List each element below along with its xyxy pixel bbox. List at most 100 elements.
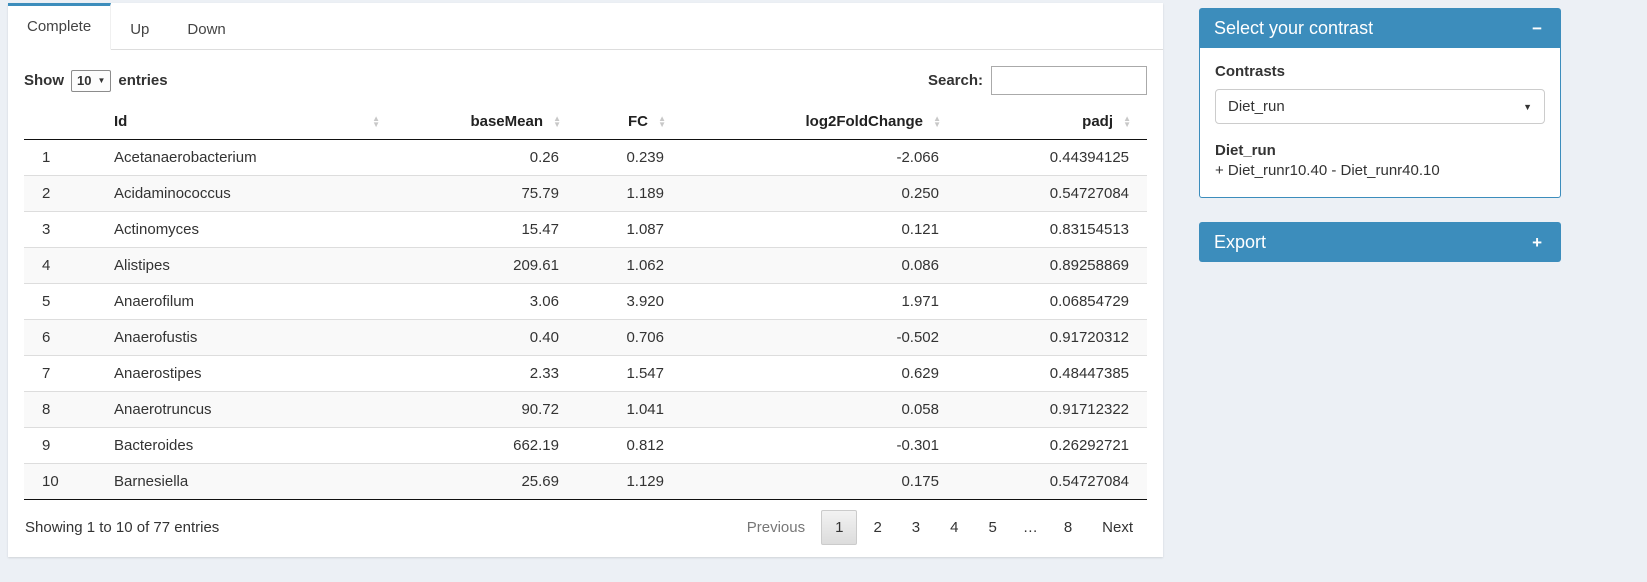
sort-icon: ▲ ▼ [933,114,941,129]
tab[interactable]: Down [187,21,226,38]
log2foldchange-cell: 0.058 [901,401,939,418]
pagination: Previous 1 2 3 4 5 … 8 Next [731,510,1147,545]
row-index-cell: 7 [42,365,51,382]
padj-cell: 0.44394125 [1049,149,1129,166]
log2foldchange-cell: 0.175 [901,473,939,490]
pagination-button[interactable]: 2 [873,519,882,536]
sort-icon: ▲ ▼ [553,114,561,129]
log2foldchange-cell: -2.066 [896,149,939,166]
table-row[interactable]: 3 Actinomyces 15.47 1.087 0.121 0.831545… [24,212,1147,248]
fc-cell: 0.812 [626,437,664,454]
results-panel: Complete Up Down Show 10 ▼ entries Searc… [8,3,1163,557]
padj-cell: 0.91712322 [1049,401,1129,418]
table-row[interactable]: 7 Anaerostipes 2.33 1.547 0.629 0.484473… [24,356,1147,392]
row-index-cell: 8 [42,401,51,418]
fc-cell: 1.547 [626,365,664,382]
log2foldchange-cell: -0.502 [896,329,939,346]
log2foldchange-cell: 0.121 [901,221,939,238]
contrast-box-body: Contrasts Diet_run ▼ Diet_run + Diet_run… [1199,48,1561,198]
page-length-control: Show 10 ▼ entries [24,69,168,92]
sidebar-right: Select your contrast − Contrasts Diet_ru… [1199,8,1561,286]
export-box: Export + [1199,222,1561,262]
page-length-value: 10 [77,73,92,88]
id-cell: Barnesiella [114,473,189,490]
table-row[interactable]: 1 Acetanaerobacterium 0.26 0.239 -2.066 … [24,140,1147,176]
column-header-padj[interactable]: padj ▲ ▼ [957,105,1147,140]
tab[interactable]: Complete [8,3,112,50]
padj-cell: 0.83154513 [1049,221,1129,238]
search-input[interactable] [991,66,1147,95]
fc-cell: 1.062 [626,257,664,274]
expand-plus-icon[interactable]: + [1532,232,1542,252]
table-row[interactable]: 10 Barnesiella 25.69 1.129 0.175 0.54727… [24,463,1147,500]
padj-cell: 0.91720312 [1049,329,1129,346]
contrast-select[interactable]: Diet_run ▼ [1215,89,1545,124]
contrast-formula: + Diet_runr10.40 - Diet_runr40.10 [1215,162,1440,179]
export-box-header: Export + [1199,222,1561,262]
caret-down-icon: ▼ [97,76,106,85]
padj-cell: 0.48447385 [1049,365,1129,382]
log2foldchange-cell: 1.971 [901,293,939,310]
column-header-log2foldchange[interactable]: log2FoldChange ▲ ▼ [682,105,957,140]
sort-icon: ▲ ▼ [1123,114,1131,129]
pagination-button[interactable]: 8 [1063,519,1073,536]
id-cell: Actinomyces [114,221,200,238]
pagination-button[interactable]: 4 [950,519,959,536]
table-row[interactable]: 5 Anaerofilum 3.06 3.920 1.971 0.0685472… [24,284,1147,320]
id-cell: Anaerotruncus [114,401,212,418]
entries-label: entries [118,72,168,89]
row-index-cell: 6 [42,329,51,346]
page-length-select[interactable]: 10 ▼ [71,69,112,92]
fc-cell: 0.706 [626,329,664,346]
id-cell: Bacteroides [114,437,194,454]
pagination-button[interactable]: 3 [911,519,921,536]
pagination-button: … [1022,519,1038,536]
table-row[interactable]: 2 Acidaminococcus 75.79 1.189 0.250 0.54… [24,175,1147,212]
fc-cell: 0.239 [626,149,664,166]
fc-cell: 3.920 [626,293,664,310]
sort-icon: ▲ ▼ [372,114,380,129]
caret-down-icon: ▼ [1523,101,1532,112]
row-index-cell: 5 [42,293,51,310]
table-row[interactable]: 8 Anaerotruncus 90.72 1.041 0.058 0.9171… [24,391,1147,428]
row-index-cell: 9 [42,437,51,454]
id-cell: Acetanaerobacterium [114,149,257,166]
tab[interactable]: Up [130,21,150,38]
pagination-button[interactable]: Previous [746,519,806,536]
basemean-cell: 3.06 [529,293,559,310]
table-info: Showing 1 to 10 of 77 entries [25,519,220,536]
row-index-cell: 4 [42,257,51,274]
contrast-box-title: Select your contrast [1214,17,1374,38]
padj-cell: 0.26292721 [1049,437,1129,454]
column-header-basemean[interactable]: baseMean ▲ ▼ [392,105,577,140]
search-label: Search: [927,72,983,89]
sort-icon: ▲ ▼ [658,114,666,129]
table-row[interactable]: 6 Anaerofustis 0.40 0.706 -0.502 0.91720… [24,319,1147,356]
pagination-button[interactable]: 1 [821,510,858,545]
row-index-cell: 1 [42,149,51,166]
basemean-cell: 90.72 [521,401,559,418]
pagination-button[interactable]: 5 [988,519,997,536]
contrast-name: Diet_run [1215,142,1276,159]
table-row[interactable]: 9 Bacteroides 662.19 0.812 -0.301 0.2629… [24,428,1147,464]
column-header-index [24,105,96,140]
contrast-select-value: Diet_run [1228,98,1285,115]
log2foldchange-cell: -0.301 [896,437,939,454]
id-cell: Anaerofustis [114,329,198,346]
results-tabs: Complete Up Down [8,3,1163,50]
log2foldchange-cell: 0.086 [901,257,939,274]
collapse-minus-icon[interactable]: − [1532,18,1542,38]
contrast-box: Select your contrast − Contrasts Diet_ru… [1199,8,1561,198]
pagination-button[interactable]: Next [1102,519,1133,536]
column-header-fc[interactable]: FC ▲ ▼ [577,105,682,140]
id-cell: Anaerostipes [114,365,202,382]
column-header-id[interactable]: Id ▲ ▼ [96,105,392,140]
basemean-cell: 25.69 [521,473,559,490]
fc-cell: 1.041 [626,401,664,418]
id-cell: Acidaminococcus [114,185,231,202]
row-index-cell: 3 [42,221,51,238]
padj-cell: 0.54727084 [1049,473,1129,490]
log2foldchange-cell: 0.250 [901,185,939,202]
fc-cell: 1.129 [626,473,664,490]
table-row[interactable]: 4 Alistipes 209.61 1.062 0.086 0.8925886… [24,247,1147,284]
